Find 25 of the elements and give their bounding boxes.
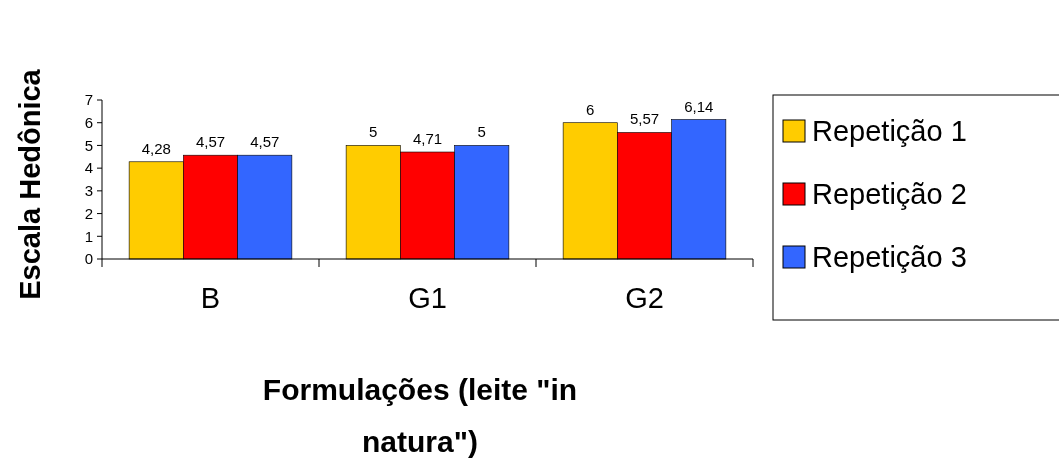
legend-label: Repetição 1: [812, 115, 967, 148]
x-tick-label: G1: [408, 282, 447, 314]
data-label: 4,57: [250, 133, 280, 151]
data-label: 4,28: [141, 139, 171, 157]
data-label: 4,57: [195, 133, 226, 151]
data-label: 6: [586, 100, 595, 118]
x-tick-label: B: [200, 282, 221, 314]
y-tick-label: 4: [84, 159, 93, 177]
y-tick-label: 0: [84, 250, 93, 268]
y-tick-label: 2: [84, 204, 93, 222]
legend-label: Repetição 2: [812, 178, 967, 211]
data-label: 4,71: [412, 130, 443, 148]
y-tick-label: 1: [84, 227, 93, 245]
y-tick-label: 5: [84, 136, 93, 154]
y-tick-label: 6: [84, 113, 93, 131]
data-label: 5: [477, 123, 486, 141]
data-label: 6,14: [684, 97, 714, 115]
data-label: 5: [369, 123, 378, 141]
y-tick-label: 7: [84, 91, 93, 109]
y-tick-label: 3: [84, 182, 93, 200]
data-label: 5,57: [629, 110, 660, 128]
x-axis-title: Formulações (leite "in natura"): [262, 373, 578, 458]
legend-label: Repetição 3: [812, 241, 967, 274]
x-tick-label: G2: [625, 282, 664, 314]
y-axis-title: Escala Hedônica: [14, 68, 46, 300]
